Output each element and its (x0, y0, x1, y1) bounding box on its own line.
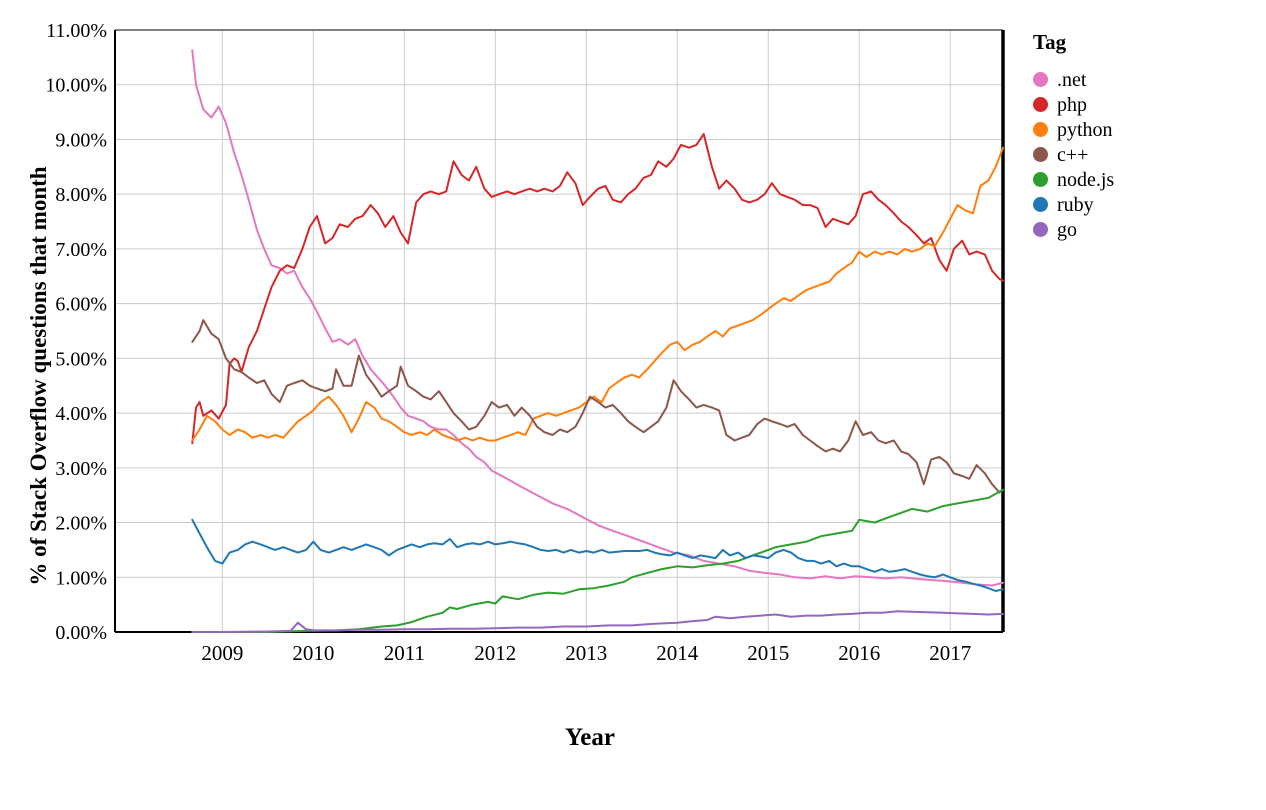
y-tick-label: 2.00% (55, 513, 107, 535)
x-tick-label: 2016 (838, 641, 880, 665)
series-line-ruby (191, 518, 1004, 592)
legend-swatch-python (1033, 122, 1048, 137)
legend-swatch-php (1033, 97, 1048, 112)
y-tick-label: 7.00% (55, 239, 107, 261)
legend-swatch-cpp (1033, 147, 1048, 162)
x-tick-label: 2017 (929, 641, 971, 665)
legend: Tag .net php python c++ node.js ruby go (1033, 30, 1114, 242)
x-tick-label: 2013 (565, 641, 607, 665)
y-tick-label: 4.00% (55, 403, 107, 425)
y-tick-label: 0.00% (55, 622, 107, 644)
legend-item-dotnet: .net (1033, 67, 1114, 92)
x-tick-label: 2012 (474, 641, 516, 665)
y-axis-title: % of Stack Overflow questions that month (26, 166, 51, 586)
legend-swatch-ruby (1033, 197, 1048, 212)
legend-label-go: go (1057, 218, 1077, 241)
legend-swatch-dotnet (1033, 72, 1048, 87)
x-tick-label: 2011 (384, 641, 425, 665)
series-line-go (191, 610, 1004, 633)
legend-label-python: python (1057, 118, 1113, 141)
y-tick-label: 1.00% (55, 567, 107, 589)
series-line-python (191, 146, 1004, 442)
y-tick-label: 5.00% (55, 348, 107, 370)
legend-label-php: php (1057, 93, 1087, 116)
x-axis-title: Year (565, 724, 615, 751)
y-tick-label: 10.00% (45, 75, 107, 97)
y-tick-label: 9.00% (55, 129, 107, 151)
x-tick-label: 2015 (747, 641, 789, 665)
series-line-php (191, 133, 1004, 445)
legend-swatch-nodejs (1033, 172, 1048, 187)
legend-label-nodejs: node.js (1057, 168, 1115, 191)
series-line-dotnet (191, 49, 1004, 587)
legend-item-python: python (1033, 117, 1114, 142)
y-tick-label: 11.00% (46, 20, 107, 42)
series-line-nodejs (191, 488, 1004, 633)
series-line-cpp (191, 319, 1004, 494)
x-tick-label: 2014 (656, 641, 699, 665)
x-tick-label: 2009 (201, 641, 243, 665)
legend-label-dotnet: .net (1057, 68, 1087, 91)
legend-item-php: php (1033, 92, 1114, 117)
legend-item-nodejs: node.js (1033, 167, 1114, 192)
legend-swatch-go (1033, 222, 1048, 237)
legend-items: .net php python c++ node.js ruby go (1033, 67, 1114, 242)
y-tick-label: 3.00% (55, 458, 107, 480)
y-tick-label: 8.00% (55, 184, 107, 206)
legend-label-cpp: c++ (1057, 143, 1089, 166)
legend-item-cpp: c++ (1033, 142, 1114, 167)
legend-label-ruby: ruby (1057, 193, 1094, 216)
legend-item-go: go (1033, 217, 1114, 242)
legend-item-ruby: ruby (1033, 192, 1114, 217)
y-tick-label: 6.00% (55, 294, 107, 316)
legend-title: Tag (1033, 30, 1067, 54)
x-tick-label: 2010 (292, 641, 334, 665)
